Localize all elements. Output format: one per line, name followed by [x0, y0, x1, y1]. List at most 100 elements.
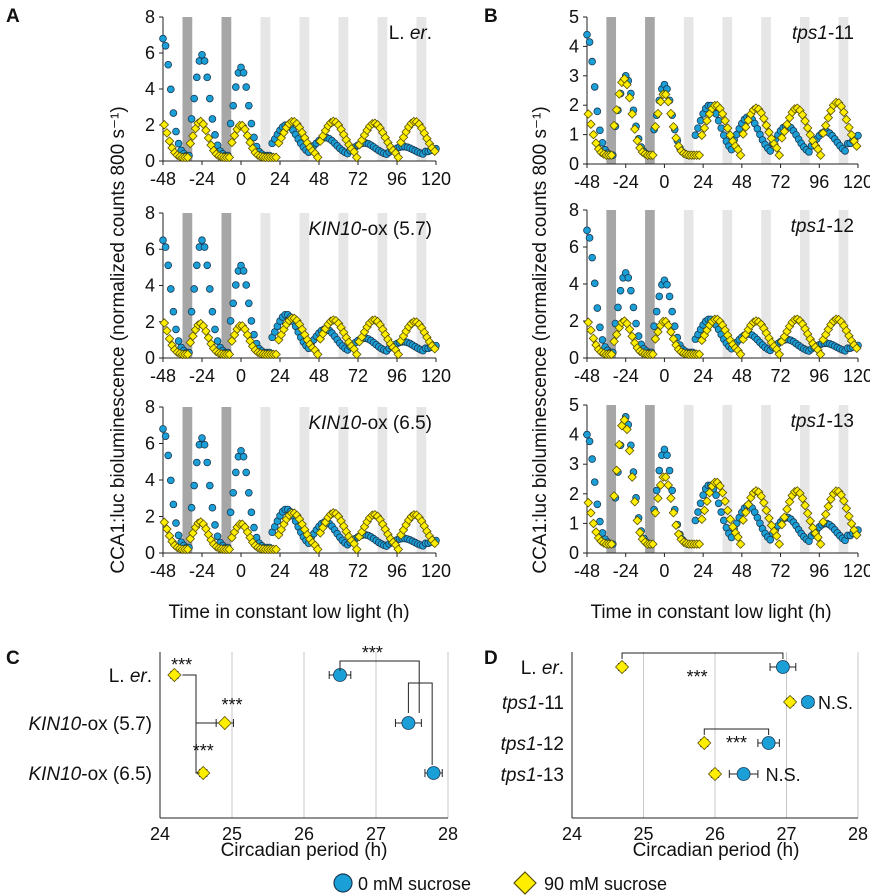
x-tick-label: 48	[732, 561, 752, 581]
point-90mM	[351, 544, 362, 555]
point-0mM	[694, 508, 702, 516]
point-0mM	[699, 491, 707, 499]
x-tick-label: -24	[189, 169, 215, 189]
point-90mM	[738, 129, 748, 139]
point-0mM	[652, 307, 661, 316]
point-90mM	[818, 128, 828, 138]
point-90mM	[802, 123, 813, 133]
point-90mM	[650, 334, 661, 344]
point-90mM	[393, 349, 404, 360]
point-90mM	[818, 517, 828, 527]
point-0mM	[247, 508, 256, 517]
x-tick-label: 96	[387, 169, 407, 189]
x-tick-label: 27	[366, 824, 386, 844]
point-0mM	[159, 425, 167, 433]
point-0mM	[198, 434, 206, 442]
point-90mM	[735, 349, 746, 360]
point-90mM	[655, 96, 666, 107]
point-90mM	[756, 491, 766, 501]
point-0mM	[167, 85, 175, 94]
point-90mM	[588, 333, 599, 344]
point-90mM	[224, 152, 235, 163]
point-0mM	[208, 115, 217, 123]
y-tick-label: 2	[145, 507, 155, 527]
point-90mM	[653, 493, 663, 504]
point-0mM	[167, 476, 175, 485]
point-90mM	[648, 539, 658, 549]
dark-band	[182, 407, 193, 553]
point-90mM	[771, 531, 782, 541]
legend-marker-90mM	[513, 871, 537, 895]
point-90mM	[702, 496, 712, 506]
light-band	[722, 17, 733, 164]
x-tick-label: 24	[693, 172, 713, 192]
light-band	[416, 407, 427, 553]
point-90mM	[707, 766, 723, 782]
point-0mM	[652, 486, 661, 495]
point-0mM	[226, 119, 235, 128]
point-90mM	[224, 544, 235, 555]
point-90mM	[694, 539, 705, 549]
point-0mM	[717, 508, 726, 516]
point-0mM	[596, 323, 604, 332]
point-90mM	[614, 89, 625, 99]
point-90mM	[764, 513, 774, 523]
point-90mM	[655, 480, 666, 490]
light-band	[761, 405, 771, 553]
point-90mM	[162, 128, 172, 138]
period-panel-c: 24 25 26 27 28 L. er. KIN10-ox (5.7) KIN10-ox (…	[28, 643, 458, 844]
x-tick-label: 25	[633, 824, 653, 844]
point-0mM	[629, 303, 638, 312]
x-tick-label: 24	[270, 561, 290, 581]
point-0mM	[714, 499, 723, 508]
point-90mM	[648, 349, 658, 360]
point-0mM	[663, 280, 671, 289]
point-90mM	[164, 136, 175, 146]
point-0mM	[242, 468, 251, 477]
point-90mM	[697, 514, 707, 525]
light-band	[722, 210, 733, 358]
x-tick-label: -48	[150, 169, 176, 189]
x-tick-label: 120	[843, 366, 870, 386]
point-90mM	[586, 119, 596, 129]
x-tick-label: 96	[387, 366, 407, 386]
point-0mM	[583, 430, 591, 439]
point-90mM	[271, 152, 281, 163]
y-tick-label: 1	[569, 125, 579, 145]
point-90mM	[351, 349, 362, 360]
point-90mM	[162, 524, 172, 534]
point-0mM	[164, 60, 173, 69]
point-0mM	[206, 285, 214, 293]
point-0mM	[167, 285, 175, 293]
point-90mM	[699, 505, 710, 516]
point-0mM	[801, 695, 815, 709]
point-0mM	[596, 517, 604, 526]
x-tick-label: 24	[270, 366, 290, 386]
x-tick-label: 0	[659, 561, 669, 581]
point-90mM	[627, 472, 637, 482]
point-0mM	[159, 34, 167, 43]
point-0mM	[766, 536, 775, 544]
point-90mM	[800, 500, 810, 511]
x-tick-label: 120	[843, 172, 870, 192]
point-90mM	[224, 349, 235, 360]
point-0mM	[232, 468, 240, 477]
point-0mM	[583, 226, 591, 235]
point-0mM	[632, 319, 640, 328]
point-0mM	[583, 30, 591, 39]
panel-letter-d: D	[484, 648, 498, 669]
light-band	[722, 405, 733, 553]
y-tick-label: 0	[569, 348, 579, 368]
y-tick-label: 2	[569, 95, 579, 115]
point-90mM	[694, 150, 705, 160]
point-90mM	[188, 131, 198, 141]
light-band	[299, 213, 310, 358]
point-90mM	[185, 138, 196, 149]
point-0mM	[663, 451, 671, 460]
point-90mM	[217, 715, 232, 731]
point-90mM	[694, 349, 705, 360]
point-90mM	[738, 515, 748, 525]
point-0mM	[736, 767, 751, 781]
point-90mM	[851, 343, 862, 354]
point-90mM	[312, 152, 323, 163]
